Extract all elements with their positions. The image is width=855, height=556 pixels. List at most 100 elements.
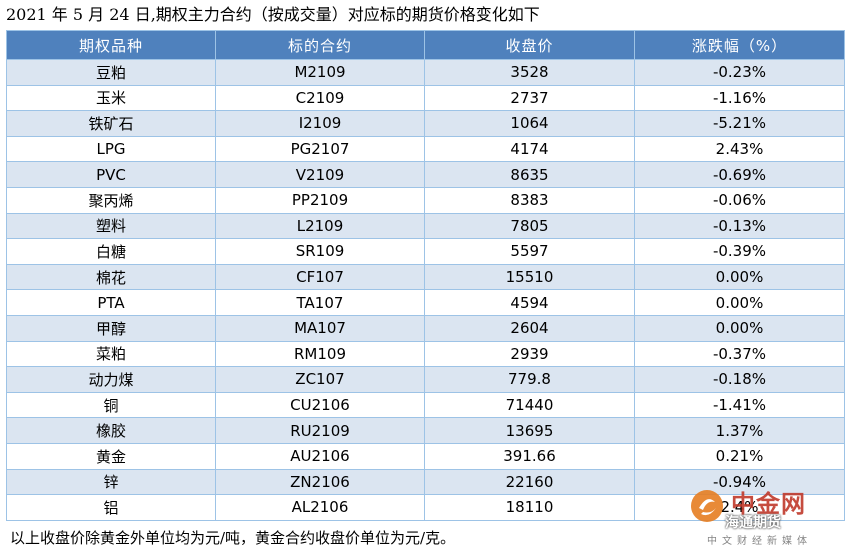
table-row: LPG PG2107 4174 2.43% [6,135,845,163]
table-row: PVC V2109 8635 -0.69% [6,161,845,188]
cell-close-price: 2939 [424,340,635,368]
cell-change-pct: -0.37% [634,340,845,368]
column-header-option-variety: 期权品种 [6,30,216,60]
cell-change-pct: -0.13% [634,212,845,240]
cell-change-pct: -0.23% [634,59,845,86]
cell-underlying-contract: V2109 [215,161,425,188]
cell-option-variety: 菜粕 [6,340,216,368]
table-row: 塑料 L2109 7805 -0.13% [6,212,845,240]
table-row: 甲醇 MA107 2604 0.00% [6,314,845,342]
cell-option-variety: 铁矿石 [6,110,216,137]
cell-change-pct: -5.21% [634,110,845,137]
table-row: PTA TA107 4594 0.00% [6,289,845,316]
cell-change-pct: 2.4% [634,494,845,521]
cell-change-pct: 0.21% [634,442,845,470]
cell-change-pct: -0.69% [634,161,845,188]
table-row: 铝 AL2106 18110 2.4% [6,494,845,521]
cell-close-price: 18110 [424,494,635,521]
page-title: 2021 年 5 月 24 日,期权主力合约（按成交量）对应标的期货价格变化如下 [6,5,540,24]
cell-close-price: 779.8 [424,366,635,393]
cell-close-price: 391.66 [424,442,635,470]
table-body: 豆粕 M2109 3528 -0.23% 玉米 C2109 2737 -1.16% 铁矿石 I21… [6,59,845,521]
cell-change-pct: -0.94% [634,468,845,496]
table-row: 橡胶 RU2109 13695 1.37% [6,417,845,444]
cell-underlying-contract: MA107 [215,314,425,342]
cell-underlying-contract: TA107 [215,289,425,316]
cell-option-variety: PTA [6,289,216,316]
cell-change-pct: 0.00% [634,314,845,342]
cell-option-variety: PVC [6,161,216,188]
cell-change-pct: 2.43% [634,135,845,163]
cell-underlying-contract: RM109 [215,340,425,368]
cell-option-variety: 甲醇 [6,314,216,342]
watermark-subtitle: 中文财经新媒体 [707,536,812,547]
cell-change-pct: -0.06% [634,186,845,214]
cell-option-variety: 铝 [6,494,216,521]
cell-change-pct: -1.16% [634,84,845,112]
table-row: 白糖 SR109 5597 -0.39% [6,238,845,265]
cell-option-variety: LPG [6,135,216,163]
cell-close-price: 3528 [424,59,635,86]
cell-option-variety: 棉花 [6,263,216,291]
cell-option-variety: 玉米 [6,84,216,112]
cell-change-pct: -0.39% [634,238,845,265]
cell-option-variety: 豆粕 [6,59,216,86]
cell-underlying-contract: CF107 [215,263,425,291]
cell-change-pct: -1.41% [634,391,845,419]
cell-close-price: 5597 [424,238,635,265]
cell-underlying-contract: PP2109 [215,186,425,214]
futures-price-table: 期权品种 标的合约 收盘价 涨跌幅（%） 豆粕 M2109 3528 -0.23% 玉米… [6,30,845,521]
cell-underlying-contract: SR109 [215,238,425,265]
cell-close-price: 1064 [424,110,635,137]
footnote: 以上收盘价除黄金外单位均为元/吨，黄金合约收盘价单位为元/克。 [10,529,456,547]
cell-underlying-contract: RU2109 [215,417,425,444]
cell-underlying-contract: I2109 [215,110,425,137]
cell-option-variety: 黄金 [6,442,216,470]
cell-close-price: 8635 [424,161,635,188]
cell-close-price: 4174 [424,135,635,163]
cell-underlying-contract: ZN2106 [215,468,425,496]
cell-close-price: 2737 [424,84,635,112]
cell-close-price: 7805 [424,212,635,240]
cell-option-variety: 白糖 [6,238,216,265]
cell-underlying-contract: AL2106 [215,494,425,521]
cell-change-pct: -0.18% [634,366,845,393]
cell-close-price: 2604 [424,314,635,342]
cell-change-pct: 0.00% [634,289,845,316]
cell-close-price: 4594 [424,289,635,316]
table-row: 菜粕 RM109 2939 -0.37% [6,340,845,368]
cell-close-price: 15510 [424,263,635,291]
table-row: 黄金 AU2106 391.66 0.21% [6,442,845,470]
cell-close-price: 8383 [424,186,635,214]
table-row: 锌 ZN2106 22160 -0.94% [6,468,845,496]
cell-option-variety: 锌 [6,468,216,496]
table-row: 聚丙烯 PP2109 8383 -0.06% [6,186,845,214]
table-row: 铁矿石 I2109 1064 -5.21% [6,110,845,137]
cell-underlying-contract: PG2107 [215,135,425,163]
table-row: 玉米 C2109 2737 -1.16% [6,84,845,112]
cell-option-variety: 塑料 [6,212,216,240]
table-row: 豆粕 M2109 3528 -0.23% [6,59,845,86]
table-row: 铜 CU2106 71440 -1.41% [6,391,845,419]
cell-close-price: 22160 [424,468,635,496]
cell-option-variety: 铜 [6,391,216,419]
cell-change-pct: 0.00% [634,263,845,291]
table-header-row: 期权品种 标的合约 收盘价 涨跌幅（%） [6,30,845,60]
cell-change-pct: 1.37% [634,417,845,444]
column-header-change-pct: 涨跌幅（%） [634,30,845,60]
cell-close-price: 71440 [424,391,635,419]
cell-underlying-contract: C2109 [215,84,425,112]
cell-underlying-contract: ZC107 [215,366,425,393]
cell-close-price: 13695 [424,417,635,444]
cell-option-variety: 橡胶 [6,417,216,444]
cell-option-variety: 动力煤 [6,366,216,393]
cell-underlying-contract: M2109 [215,59,425,86]
cell-underlying-contract: L2109 [215,212,425,240]
cell-underlying-contract: CU2106 [215,391,425,419]
table-row: 动力煤 ZC107 779.8 -0.18% [6,366,845,393]
column-header-underlying-contract: 标的合约 [215,30,425,60]
cell-underlying-contract: AU2106 [215,442,425,470]
table-row: 棉花 CF107 15510 0.00% [6,263,845,291]
cell-option-variety: 聚丙烯 [6,186,216,214]
column-header-close-price: 收盘价 [424,30,635,60]
